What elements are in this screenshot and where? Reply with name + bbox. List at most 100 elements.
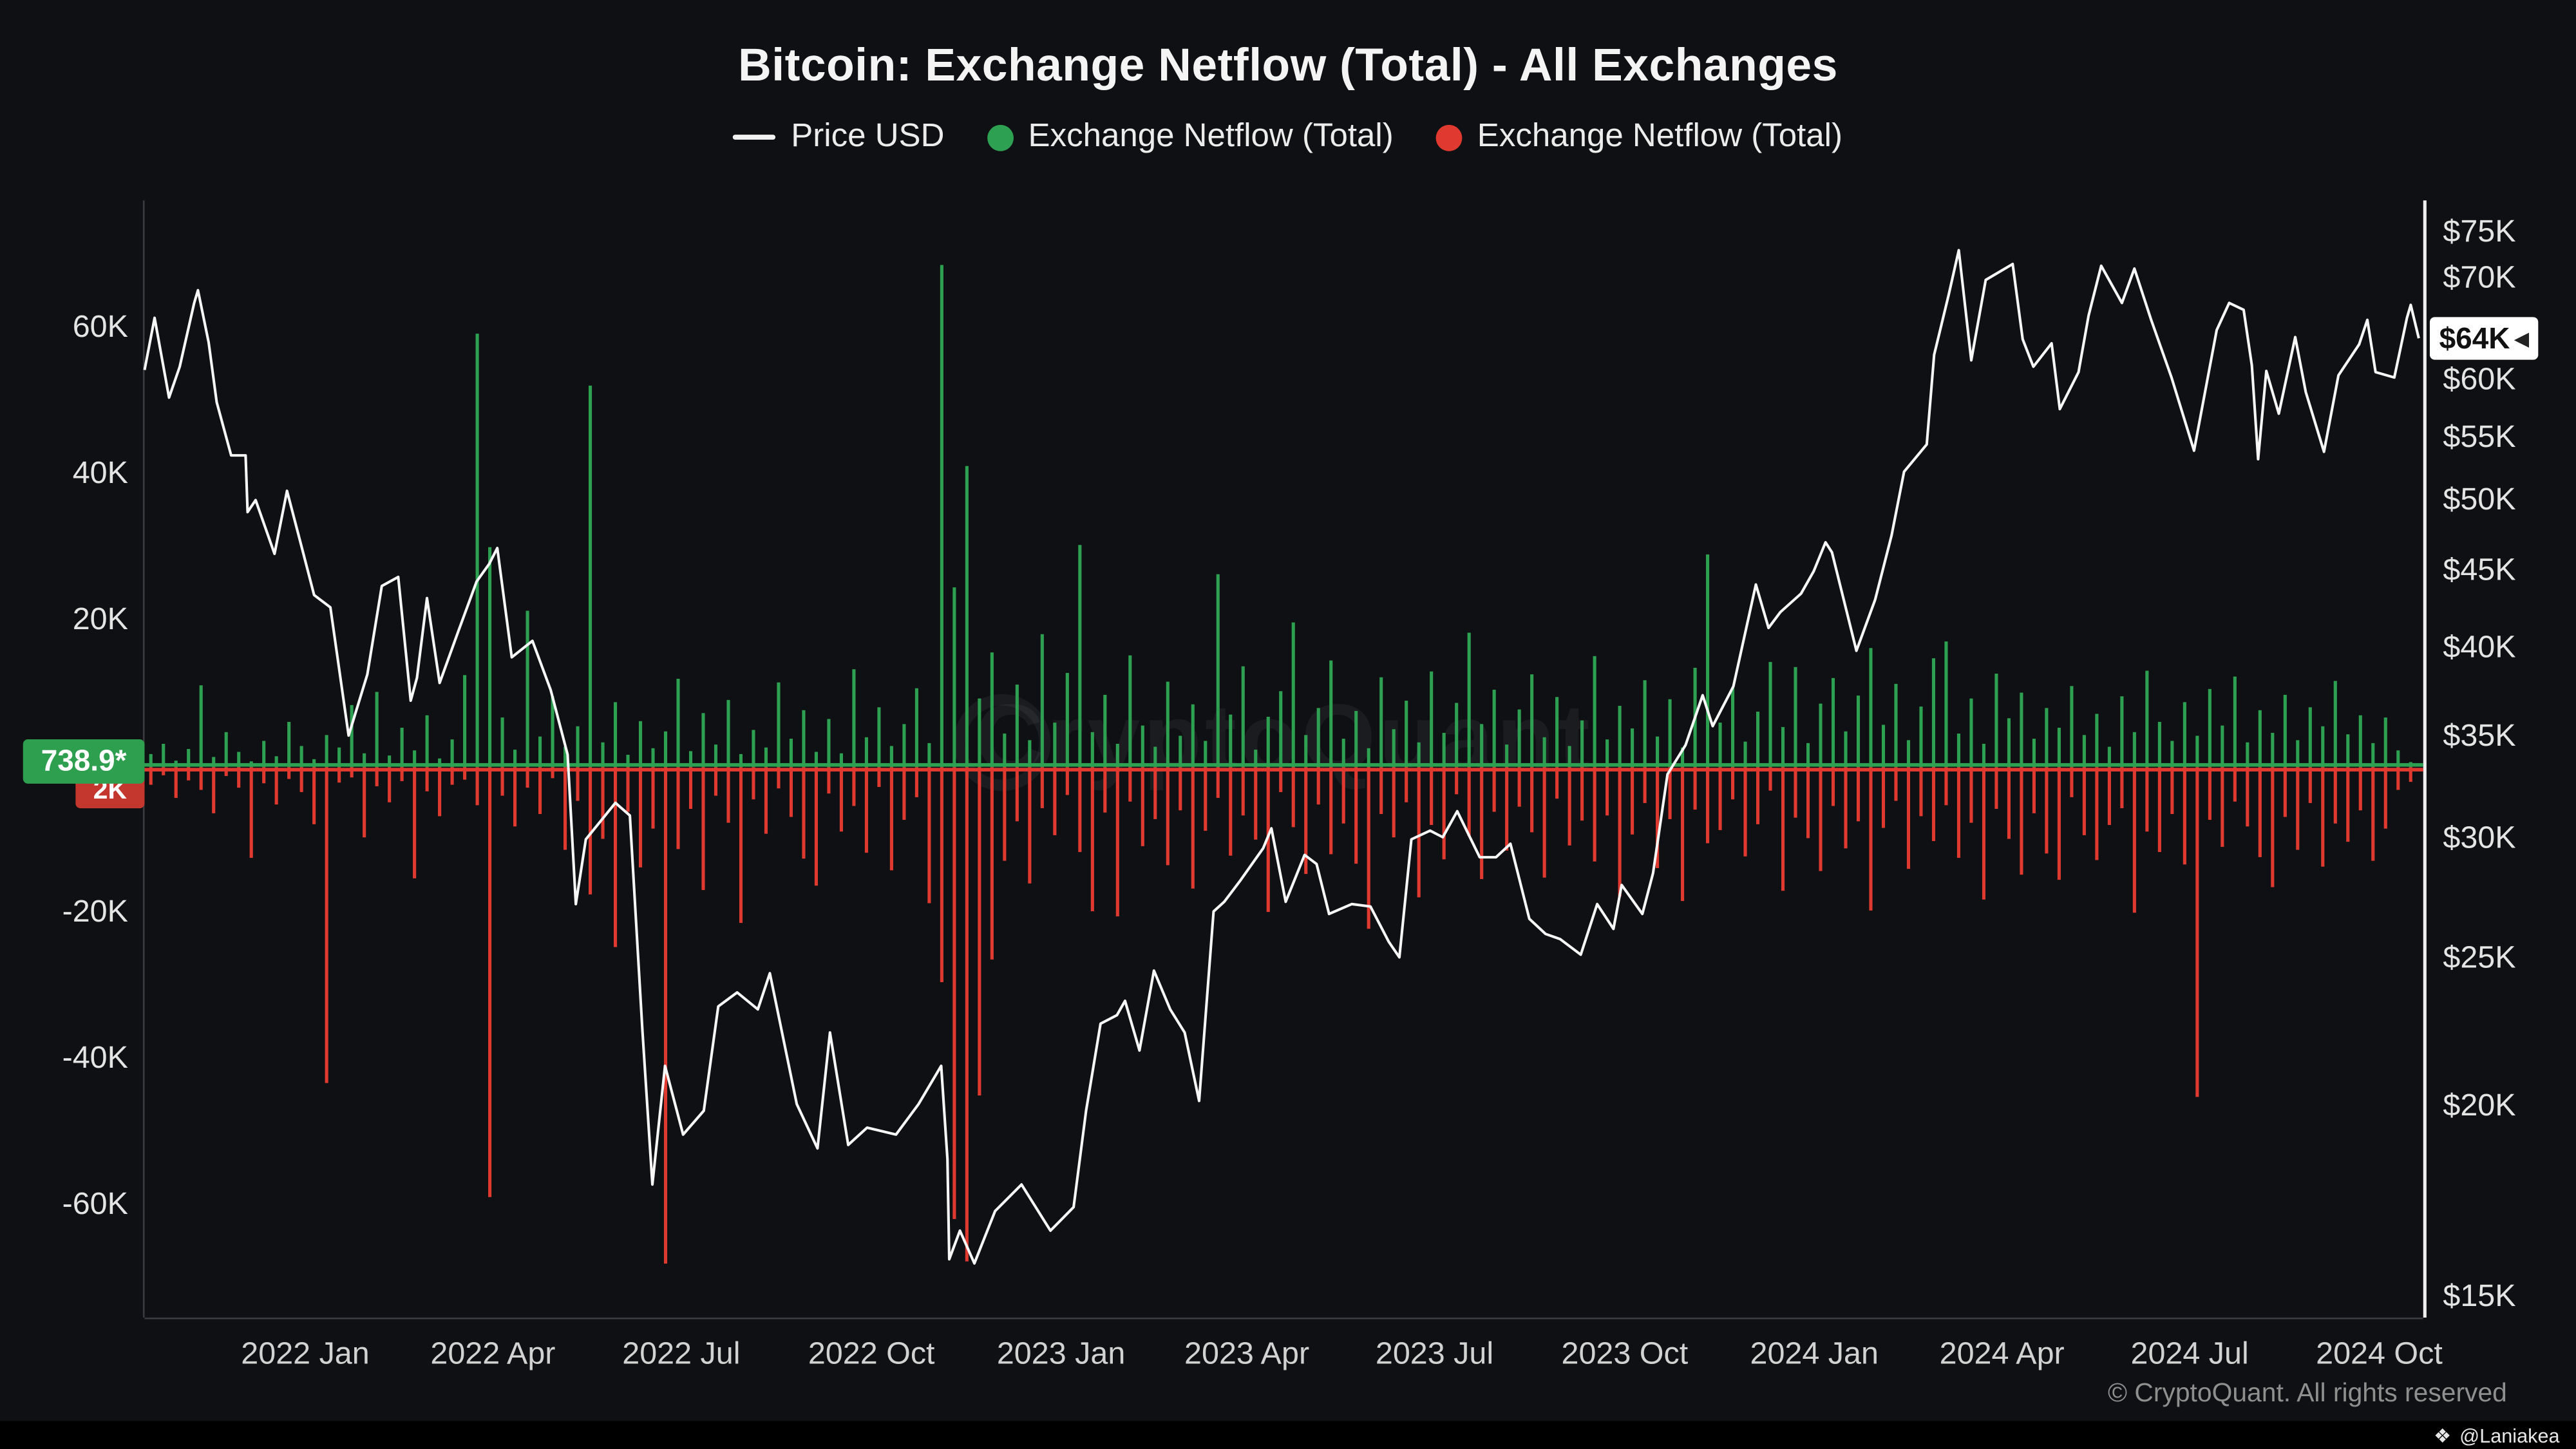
netflow-inflow-bar <box>2082 735 2086 768</box>
left-axis-tick: -60K <box>62 1188 128 1222</box>
netflow-outflow-bar <box>1003 767 1007 861</box>
netflow-inflow-bar <box>2308 707 2312 768</box>
netflow-outflow-bar <box>400 767 404 781</box>
x-axis-tick: 2023 Apr <box>1184 1337 1310 1372</box>
netflow-outflow-bar <box>287 767 291 779</box>
netflow-outflow-bar <box>714 767 718 796</box>
copyright-text: © CryptoQuant. All rights reserved <box>2107 1379 2507 1408</box>
right-axis-tick: $55K <box>2443 420 2516 455</box>
netflow-outflow-bar <box>613 767 618 947</box>
netflow-inflow-bar <box>400 728 404 768</box>
netflow-inflow-bar <box>325 735 328 768</box>
netflow-inflow-bar <box>688 751 693 768</box>
netflow-outflow-bar <box>965 767 969 1262</box>
price-last-value: $64K <box>2439 321 2510 354</box>
netflow-outflow-bar <box>1467 767 1471 837</box>
netflow-last-value-badge: 738.9* <box>23 739 145 784</box>
netflow-outflow-bar <box>2132 767 2136 913</box>
right-axis-tick: $35K <box>2443 719 2516 754</box>
netflow-outflow-bar <box>1053 767 1057 835</box>
netflow-outflow-bar <box>2333 767 2337 824</box>
netflow-outflow-bar <box>1078 767 1082 853</box>
netflow-outflow-bar <box>1894 767 1898 801</box>
netflow-inflow-bar <box>802 710 806 768</box>
netflow-outflow-bar <box>2258 767 2262 857</box>
netflow-outflow-bar <box>299 767 303 792</box>
netflow-inflow-bar <box>488 547 492 768</box>
netflow-inflow-bar <box>777 682 781 768</box>
netflow-inflow-bar <box>965 466 969 768</box>
netflow-outflow-bar <box>463 767 467 780</box>
netflow-outflow-bar <box>2371 767 2375 861</box>
netflow-inflow-bar <box>2195 735 2199 768</box>
netflow-outflow-bar <box>2308 767 2312 803</box>
netflow-outflow-bar <box>927 767 931 904</box>
netflow-outflow-bar <box>676 767 680 849</box>
netflow-outflow-bar <box>174 767 178 799</box>
netflow-inflow-bar <box>1053 723 1057 768</box>
netflow-inflow-bar <box>2070 686 2074 768</box>
netflow-outflow-bar <box>789 767 793 817</box>
netflow-inflow-bar <box>1191 704 1195 768</box>
netflow-inflow-bar <box>1430 671 1434 768</box>
netflow-outflow-bar <box>1204 767 1208 831</box>
netflow-inflow-bar <box>726 699 730 768</box>
netflow-inflow-bar <box>413 750 417 768</box>
x-axis-tick: 2024 Jan <box>1750 1337 1879 1372</box>
netflow-outflow-bar <box>249 767 253 858</box>
netflow-inflow-bar <box>927 743 931 768</box>
netflow-inflow-bar <box>2396 750 2400 768</box>
netflow-inflow-bar <box>2321 726 2325 768</box>
netflow-outflow-bar <box>1341 767 1345 824</box>
netflow-outflow-bar <box>2358 767 2362 811</box>
netflow-inflow-bar <box>237 752 241 768</box>
netflow-outflow-bar <box>224 767 228 776</box>
netflow-outflow-bar <box>663 767 668 1264</box>
netflow-inflow-bar <box>576 726 580 768</box>
netflow-outflow-bar <box>1505 767 1509 851</box>
netflow-outflow-bar <box>1417 767 1421 898</box>
netflow-outflow-bar <box>739 767 743 923</box>
netflow-outflow-bar <box>1530 767 1534 833</box>
netflow-outflow-bar <box>2095 767 2099 860</box>
netflow-outflow-bar <box>149 767 153 785</box>
legend-item-netflow-in[interactable]: Exchange Netflow (Total) <box>987 118 1394 156</box>
netflow-outflow-bar <box>1103 767 1107 813</box>
netflow-outflow-bar <box>2057 767 2061 880</box>
netflow-outflow-bar <box>2107 767 2111 826</box>
netflow-inflow-bar <box>2020 692 2023 768</box>
netflow-inflow-bar <box>2032 739 2036 768</box>
x-axis-tick: 2023 Jan <box>996 1337 1126 1372</box>
netflow-inflow-bar <box>1856 696 1861 768</box>
netflow-inflow-bar <box>1743 741 1747 768</box>
netflow-outflow-bar <box>564 767 567 850</box>
price-line-icon <box>733 135 777 140</box>
netflow-outflow-bar <box>2383 767 2387 829</box>
netflow-outflow-bar <box>475 767 479 806</box>
netflow-zero-band-red <box>144 768 2423 772</box>
x-axis-tick: 2024 Oct <box>2316 1337 2443 1372</box>
netflow-inflow-bar <box>1115 743 1119 768</box>
netflow-inflow-bar <box>1455 703 1459 768</box>
netflow-inflow-bar <box>299 746 303 768</box>
netflow-outflow-bar <box>1329 767 1333 855</box>
netflow-inflow-bar <box>1706 554 1710 768</box>
netflow-inflow-bar <box>262 741 266 768</box>
netflow-inflow-bar <box>526 611 529 768</box>
right-axis-tick: $60K <box>2443 363 2516 397</box>
right-axis-tick: $30K <box>2443 821 2516 856</box>
legend-item-netflow-out[interactable]: Exchange Netflow (Total) <box>1436 118 1842 156</box>
author-handle: @Laniakea <box>2459 1423 2560 1447</box>
x-axis-tick: 2022 Apr <box>430 1337 556 1372</box>
netflow-outflow-bar <box>1128 767 1132 802</box>
red-dot-icon <box>1436 124 1463 151</box>
netflow-inflow-bar <box>1618 705 1622 768</box>
netflow-outflow-bar <box>325 767 328 1083</box>
netflow-outflow-bar <box>752 767 755 800</box>
netflow-inflow-bar <box>1956 734 1961 768</box>
netflow-outflow-bar <box>212 767 216 813</box>
legend-item-price[interactable]: Price USD <box>733 118 944 156</box>
netflow-inflow-bar <box>1844 731 1848 768</box>
netflow-outflow-bar <box>1367 767 1370 929</box>
